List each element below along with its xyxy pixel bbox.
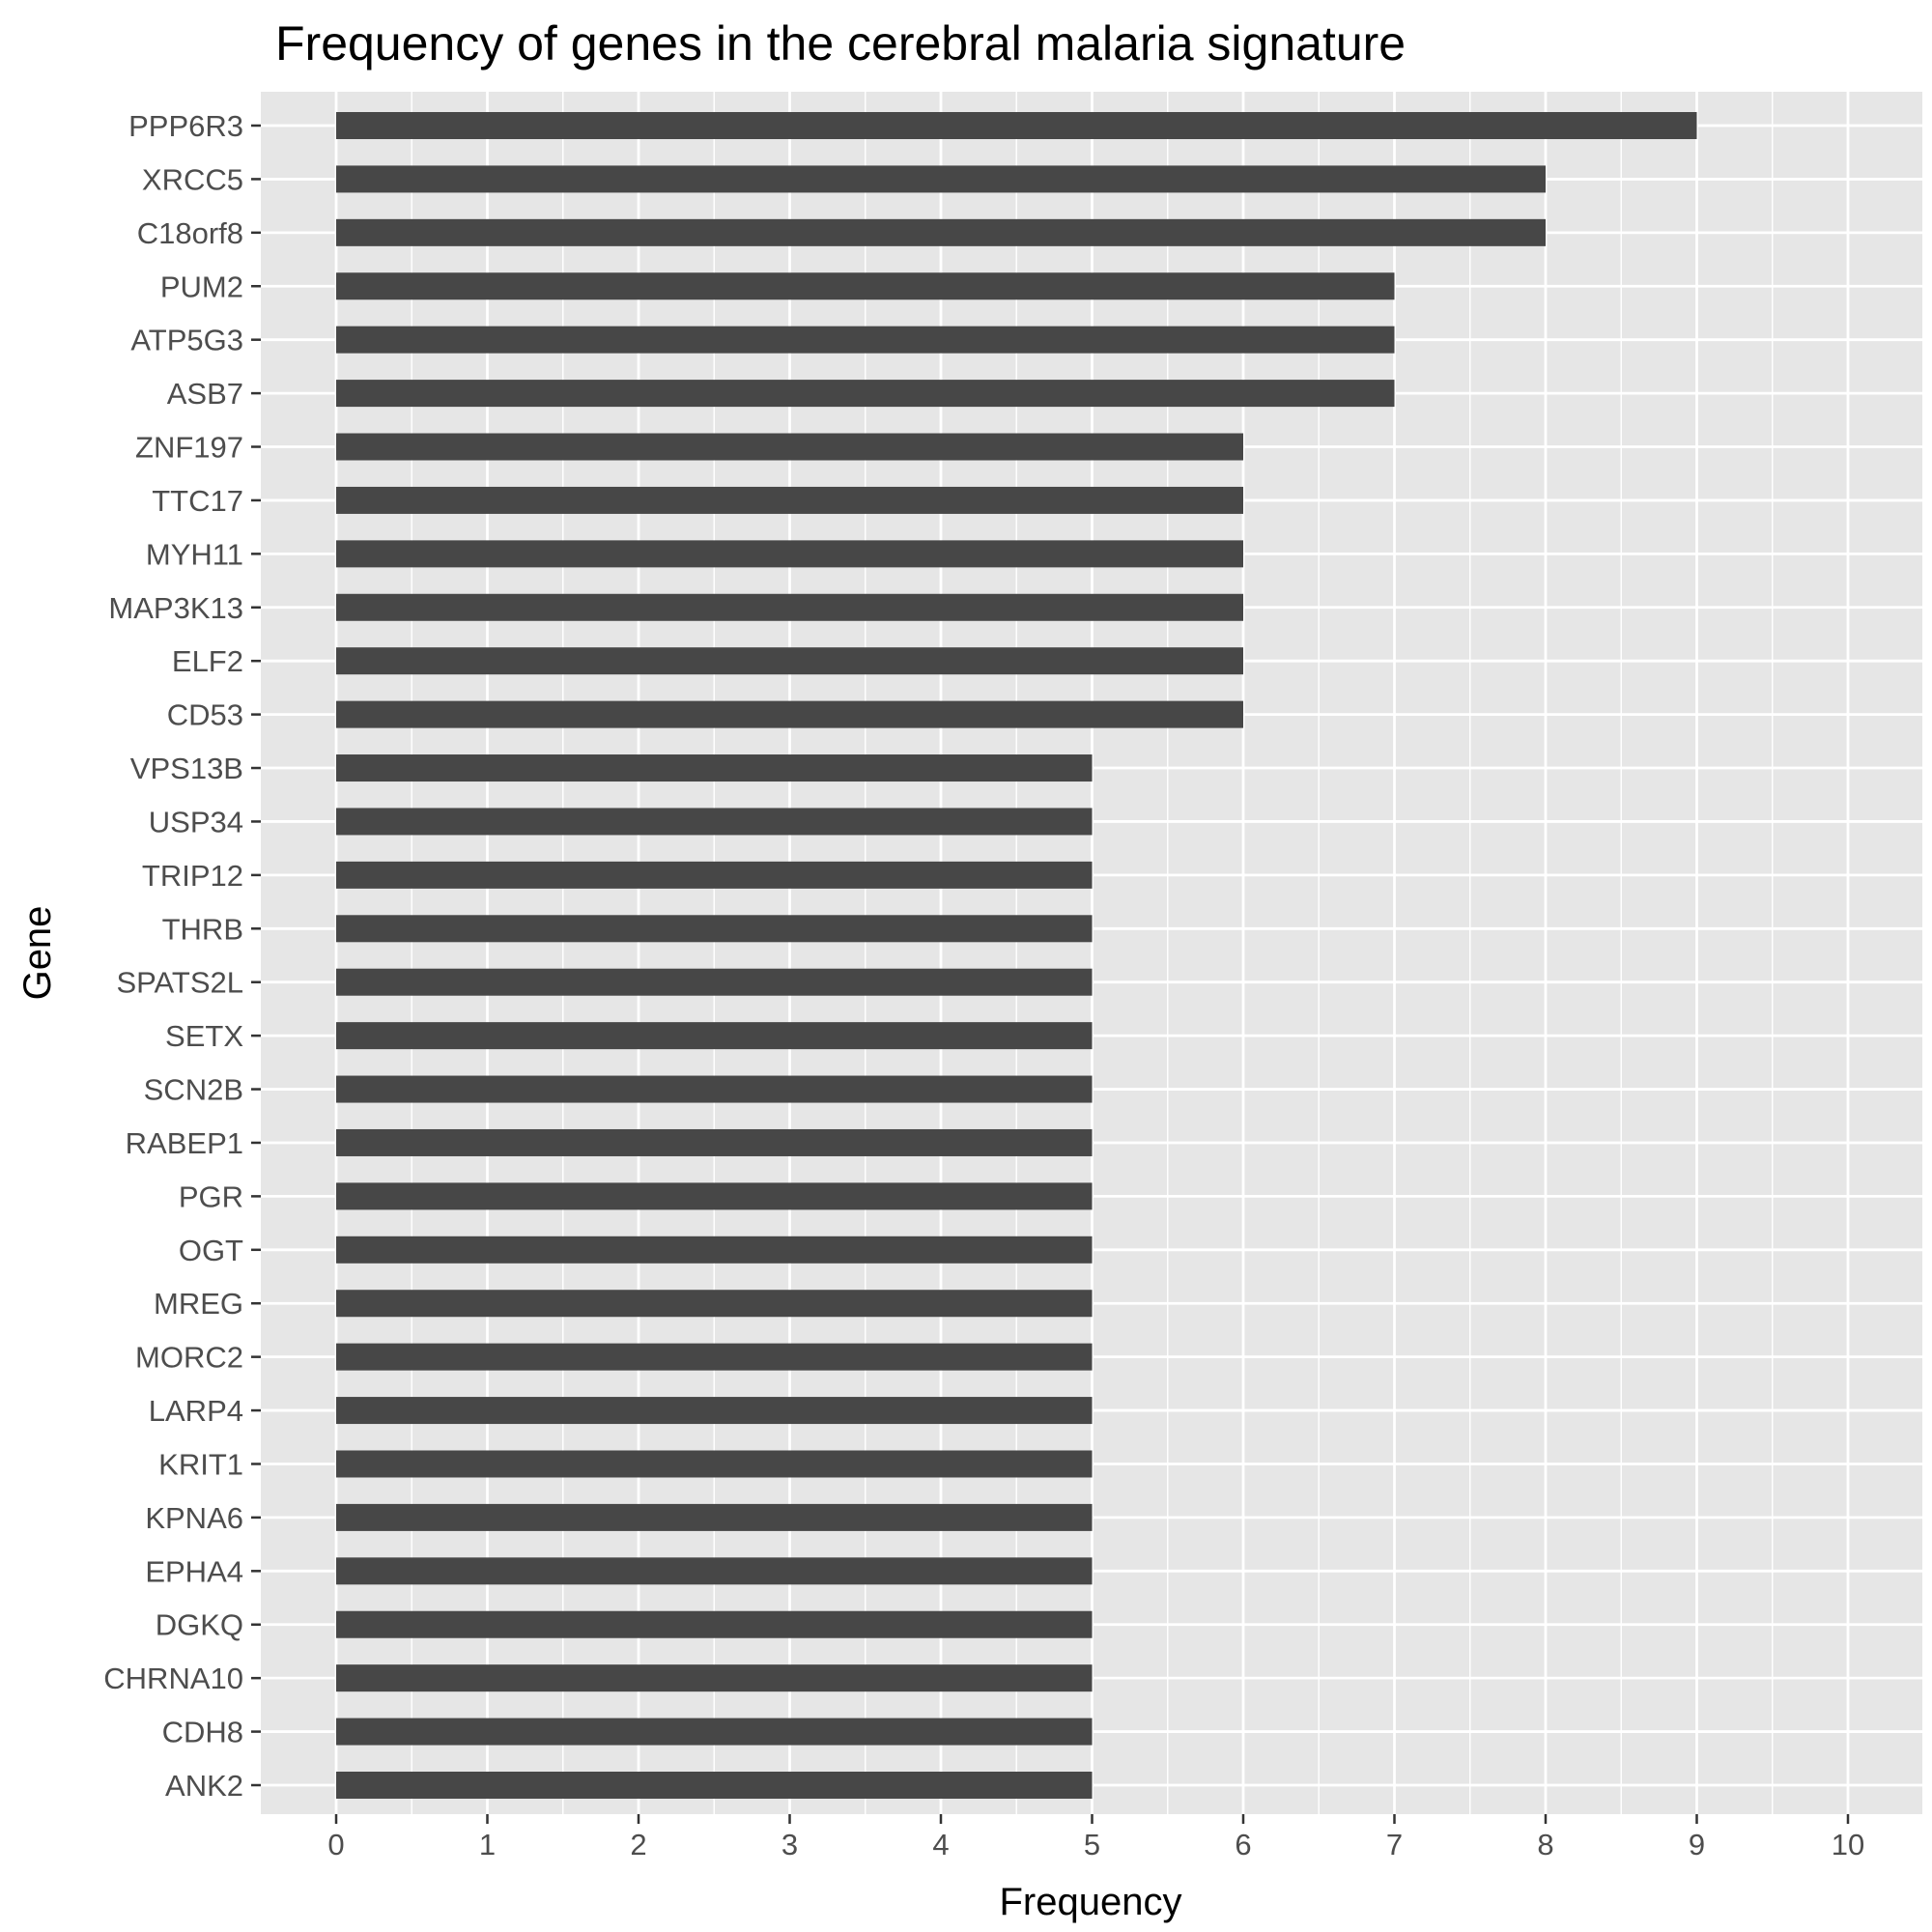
y-tick-label: MYH11 bbox=[146, 537, 243, 571]
x-tick-label: 10 bbox=[1832, 1828, 1864, 1861]
bar-trip12 bbox=[336, 861, 1093, 889]
y-tick-label: ATP5G3 bbox=[130, 324, 243, 357]
y-tick-label: ZNF197 bbox=[135, 431, 243, 465]
bar-kpna6 bbox=[336, 1503, 1093, 1531]
y-tick-label: ASB7 bbox=[167, 377, 243, 411]
bar-vps13b bbox=[336, 754, 1093, 782]
bar-ppp6r3 bbox=[336, 112, 1697, 139]
bar-ank2 bbox=[336, 1772, 1093, 1799]
y-tick-label: CD53 bbox=[167, 698, 243, 732]
bar-krit1 bbox=[336, 1450, 1093, 1478]
y-tick-label: SPATS2L bbox=[116, 966, 243, 1000]
y-tick-label: PPP6R3 bbox=[128, 109, 243, 143]
y-tick-label: OGT bbox=[179, 1234, 243, 1267]
x-tick-label: 7 bbox=[1386, 1828, 1403, 1861]
bar-c18orf8 bbox=[336, 218, 1546, 246]
y-tick-label: PUM2 bbox=[160, 270, 243, 303]
x-tick-label: 2 bbox=[630, 1828, 646, 1861]
bar-xrcc5 bbox=[336, 165, 1546, 193]
bar-larp4 bbox=[336, 1397, 1093, 1425]
bar-morc2 bbox=[336, 1343, 1093, 1371]
y-tick-label: SCN2B bbox=[144, 1073, 243, 1107]
y-tick-label: EPHA4 bbox=[145, 1554, 243, 1588]
bar-scn2b bbox=[336, 1075, 1093, 1103]
y-tick-label: VPS13B bbox=[130, 752, 243, 785]
bar-thrb bbox=[336, 915, 1093, 943]
x-tick-label: 4 bbox=[932, 1828, 949, 1861]
chart-title: Frequency of genes in the cerebral malar… bbox=[275, 16, 1406, 71]
bar-myh11 bbox=[336, 540, 1243, 568]
bar-ttc17 bbox=[336, 486, 1243, 514]
y-tick-label: C18orf8 bbox=[137, 216, 243, 250]
y-tick-label: XRCC5 bbox=[142, 162, 243, 196]
x-tick-label: 5 bbox=[1084, 1828, 1100, 1861]
bar-rabep1 bbox=[336, 1128, 1093, 1156]
bar-ogt bbox=[336, 1236, 1093, 1264]
bar-spats2l bbox=[336, 968, 1093, 996]
y-tick-label: ELF2 bbox=[172, 644, 243, 678]
bar-map3k13 bbox=[336, 593, 1243, 621]
y-tick-label: TTC17 bbox=[152, 484, 243, 518]
x-axis: 0 1 2 3 4 5 6 7 8 9 10 bbox=[327, 1814, 1864, 1861]
y-tick-label: KRIT1 bbox=[158, 1447, 243, 1481]
y-tick-label: CHRNA10 bbox=[103, 1662, 243, 1695]
bar-cd53 bbox=[336, 700, 1243, 728]
bar-usp34 bbox=[336, 808, 1093, 836]
minor-gridlines bbox=[411, 92, 1774, 1814]
bar-cdh8 bbox=[336, 1718, 1093, 1746]
x-tick-label: 8 bbox=[1537, 1828, 1553, 1861]
bar-dgkq bbox=[336, 1610, 1093, 1638]
y-tick-label: ANK2 bbox=[165, 1769, 243, 1803]
bar-asb7 bbox=[336, 380, 1395, 408]
bar-pgr bbox=[336, 1182, 1093, 1210]
bar-znf197 bbox=[336, 433, 1243, 461]
y-tick-label: MREG bbox=[154, 1287, 243, 1321]
x-tick-label: 6 bbox=[1235, 1828, 1251, 1861]
bar-pum2 bbox=[336, 272, 1395, 300]
y-tick-label: DGKQ bbox=[156, 1608, 243, 1642]
bar-epha4 bbox=[336, 1557, 1093, 1585]
bar-setx bbox=[336, 1022, 1093, 1050]
y-tick-label: PGR bbox=[179, 1179, 243, 1213]
x-tick-label: 1 bbox=[479, 1828, 496, 1861]
bars bbox=[336, 112, 1697, 1799]
y-tick-label: THRB bbox=[162, 912, 243, 946]
y-tick-label: USP34 bbox=[149, 805, 243, 838]
x-tick-label: 9 bbox=[1689, 1828, 1705, 1861]
y-tick-label: LARP4 bbox=[149, 1394, 243, 1428]
y-tick-label: CDH8 bbox=[162, 1716, 243, 1749]
x-tick-label: 3 bbox=[781, 1828, 798, 1861]
y-tick-label: TRIP12 bbox=[142, 859, 243, 893]
y-tick-label: SETX bbox=[165, 1019, 243, 1053]
y-tick-label: MAP3K13 bbox=[108, 591, 243, 625]
x-axis-title: Frequency bbox=[1000, 1881, 1182, 1923]
bar-elf2 bbox=[336, 647, 1243, 675]
y-tick-label: KPNA6 bbox=[145, 1501, 243, 1535]
y-tick-label: RABEP1 bbox=[126, 1126, 243, 1160]
y-axis-title: Gene bbox=[16, 906, 59, 1001]
bar-mreg bbox=[336, 1290, 1093, 1318]
bar-atp5g3 bbox=[336, 326, 1395, 354]
x-tick-label: 0 bbox=[327, 1828, 344, 1861]
bar-chrna10 bbox=[336, 1664, 1093, 1692]
y-tick-label: MORC2 bbox=[135, 1341, 243, 1375]
y-axis: PPP6R3 XRCC5 C18orf8 PUM2 ATP5G3 ASB7 ZNF197 TT… bbox=[103, 109, 261, 1803]
